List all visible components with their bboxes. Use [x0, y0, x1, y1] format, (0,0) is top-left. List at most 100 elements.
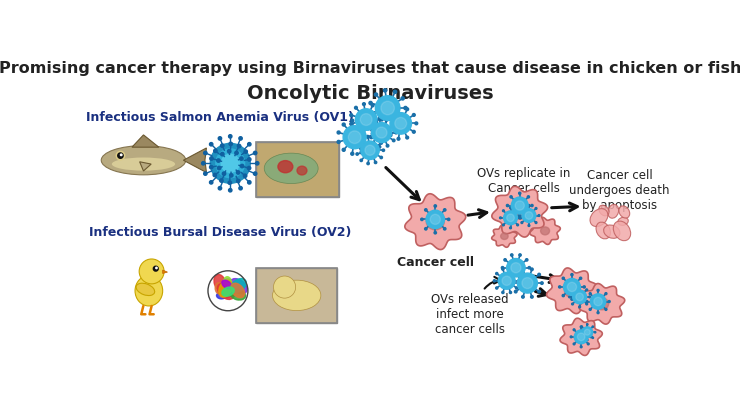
Circle shape: [369, 102, 372, 106]
Circle shape: [360, 115, 372, 126]
Circle shape: [254, 173, 257, 176]
Circle shape: [568, 283, 576, 292]
Circle shape: [204, 173, 207, 176]
Circle shape: [586, 303, 588, 305]
Circle shape: [371, 121, 374, 124]
Circle shape: [237, 180, 240, 183]
Circle shape: [519, 280, 521, 282]
Ellipse shape: [222, 286, 231, 298]
Circle shape: [229, 135, 232, 139]
Circle shape: [371, 123, 391, 143]
Circle shape: [392, 140, 395, 142]
Circle shape: [518, 280, 520, 282]
Circle shape: [214, 150, 217, 153]
Circle shape: [430, 215, 440, 225]
Circle shape: [594, 332, 596, 333]
Circle shape: [229, 174, 233, 178]
Circle shape: [563, 279, 580, 296]
Circle shape: [522, 278, 533, 289]
Circle shape: [589, 309, 591, 310]
Circle shape: [589, 296, 591, 298]
Circle shape: [221, 155, 239, 173]
Circle shape: [370, 136, 373, 139]
Circle shape: [581, 326, 582, 328]
Circle shape: [562, 295, 565, 297]
Circle shape: [434, 205, 437, 208]
Circle shape: [378, 110, 380, 113]
Circle shape: [204, 152, 207, 155]
Circle shape: [222, 173, 226, 176]
Circle shape: [574, 329, 575, 331]
Circle shape: [351, 120, 354, 123]
Circle shape: [425, 209, 427, 211]
Circle shape: [589, 293, 591, 295]
Ellipse shape: [590, 209, 608, 227]
Circle shape: [588, 343, 589, 345]
Circle shape: [404, 107, 407, 110]
Circle shape: [247, 167, 251, 171]
Ellipse shape: [541, 227, 550, 235]
Circle shape: [118, 153, 123, 159]
Circle shape: [421, 219, 423, 221]
Circle shape: [349, 132, 361, 144]
Circle shape: [363, 103, 366, 106]
Polygon shape: [560, 319, 602, 355]
Circle shape: [517, 210, 519, 212]
Circle shape: [365, 146, 375, 156]
Circle shape: [121, 155, 122, 156]
Text: Cancer cell
undergoes death
by apoptosis: Cancer cell undergoes death by apoptosis: [569, 169, 670, 211]
Circle shape: [571, 303, 574, 305]
Circle shape: [582, 327, 593, 338]
Ellipse shape: [229, 279, 247, 294]
Circle shape: [579, 332, 580, 333]
Polygon shape: [492, 187, 548, 238]
Circle shape: [209, 181, 213, 184]
Ellipse shape: [222, 288, 235, 297]
Ellipse shape: [599, 206, 609, 216]
Circle shape: [221, 144, 224, 148]
Circle shape: [434, 232, 437, 234]
Circle shape: [342, 124, 345, 127]
Circle shape: [243, 175, 247, 178]
Circle shape: [401, 117, 404, 120]
Ellipse shape: [219, 281, 232, 297]
Circle shape: [443, 209, 446, 211]
Circle shape: [374, 94, 377, 97]
Circle shape: [511, 254, 513, 256]
Circle shape: [587, 339, 588, 341]
Circle shape: [218, 167, 221, 170]
Polygon shape: [579, 284, 625, 324]
Ellipse shape: [224, 289, 234, 297]
Polygon shape: [184, 148, 206, 173]
Circle shape: [519, 193, 521, 195]
Polygon shape: [547, 268, 597, 314]
Circle shape: [392, 124, 395, 127]
Circle shape: [395, 118, 406, 130]
Circle shape: [209, 166, 213, 169]
Ellipse shape: [278, 161, 293, 173]
Circle shape: [510, 207, 511, 209]
Ellipse shape: [264, 154, 318, 184]
FancyBboxPatch shape: [256, 142, 339, 198]
Polygon shape: [140, 162, 151, 171]
Circle shape: [397, 138, 400, 141]
Circle shape: [354, 107, 357, 110]
Ellipse shape: [221, 279, 232, 291]
Circle shape: [504, 259, 506, 261]
Text: Oncolytic Birnaviruses: Oncolytic Birnaviruses: [246, 84, 494, 103]
Circle shape: [514, 274, 517, 276]
Circle shape: [356, 153, 358, 156]
Text: Promising cancer therapy using Birnaviruses that cause disease in chicken or fis: Promising cancer therapy using Birnaviru…: [0, 61, 740, 76]
Circle shape: [415, 123, 417, 126]
Circle shape: [593, 298, 602, 306]
Circle shape: [239, 187, 242, 191]
Circle shape: [239, 137, 242, 141]
Circle shape: [386, 119, 389, 121]
Circle shape: [397, 107, 400, 110]
Circle shape: [574, 343, 575, 345]
Ellipse shape: [215, 283, 223, 294]
Ellipse shape: [608, 205, 619, 219]
Circle shape: [531, 268, 534, 271]
Circle shape: [510, 196, 512, 198]
Circle shape: [406, 108, 408, 111]
